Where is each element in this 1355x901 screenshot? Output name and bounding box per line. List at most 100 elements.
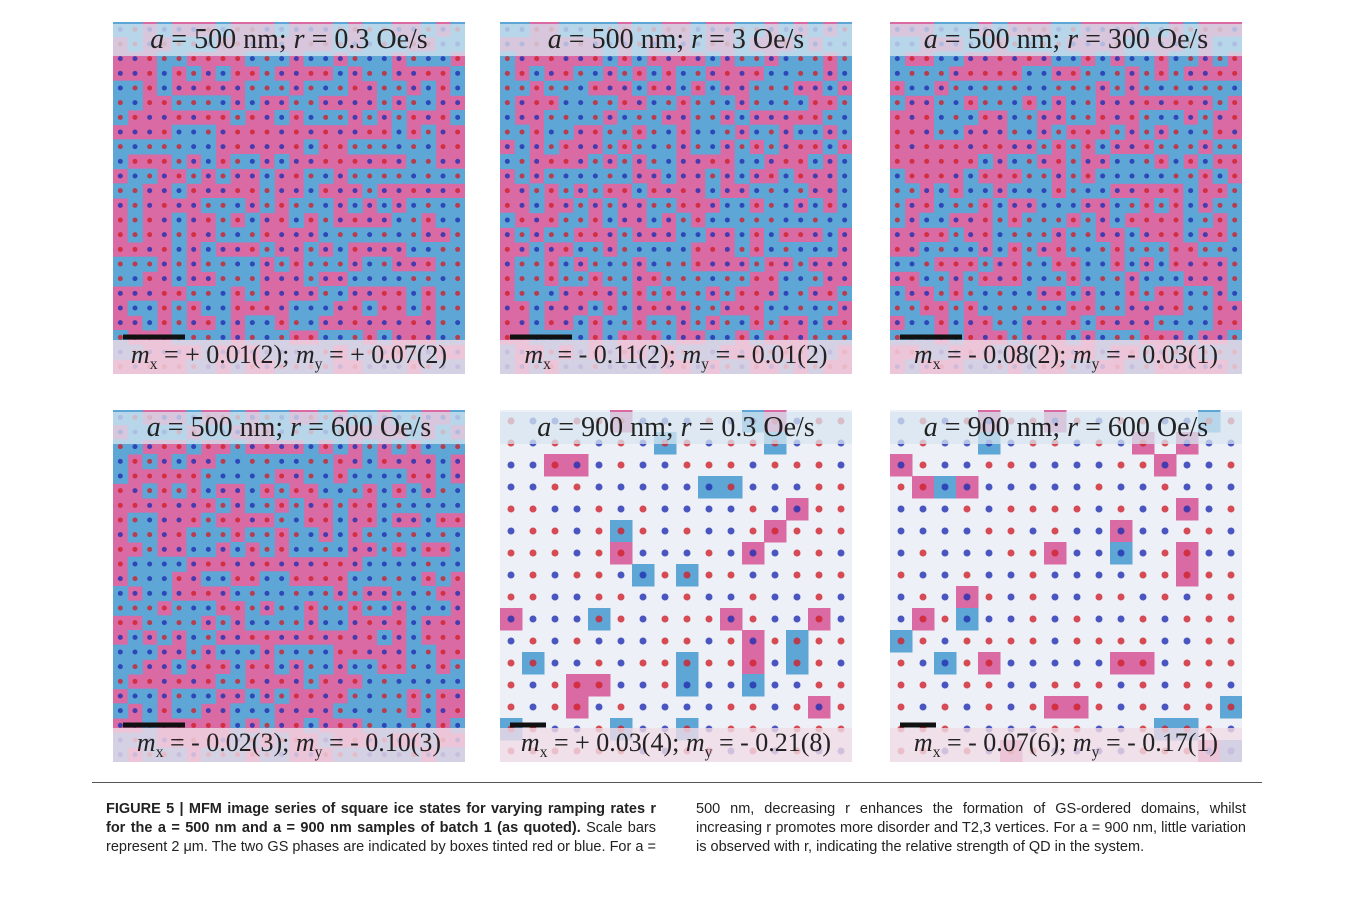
vertex-dot	[279, 474, 284, 479]
vertex-dot	[652, 71, 657, 76]
vertex-dot	[426, 130, 431, 135]
vertex-dot	[924, 262, 929, 267]
vertex-dot	[250, 320, 255, 325]
vertex-dot	[769, 100, 774, 105]
vertex-dot	[1203, 100, 1208, 105]
vertex-dot	[1206, 638, 1213, 645]
vertex-dot	[353, 159, 358, 164]
vertex-dot	[1206, 550, 1213, 557]
vertex-dot	[1140, 550, 1147, 557]
vertex-dot	[1188, 262, 1193, 267]
vertex-dot	[441, 503, 446, 508]
vertex-dot	[838, 594, 845, 601]
vertex-dot	[323, 591, 328, 596]
vertex-dot	[353, 100, 358, 105]
vertex-dot	[618, 528, 625, 535]
vertex-dot	[769, 159, 774, 164]
vertex-dot	[382, 115, 387, 120]
vertex-dot	[221, 576, 226, 581]
vertex-dot	[265, 188, 270, 193]
vertex-dot	[1086, 56, 1091, 61]
vertex-dot	[1232, 247, 1237, 252]
vertex-dot	[681, 56, 686, 61]
vertex-dot	[898, 660, 905, 667]
vertex-dot	[1071, 100, 1076, 105]
vertex-dot	[910, 218, 915, 223]
vertex-dot	[816, 506, 823, 513]
vertex-dot	[455, 708, 460, 713]
vertex-dot	[455, 562, 460, 567]
vertex-dot	[842, 232, 847, 237]
vertex-dot	[983, 130, 988, 135]
vertex-dot	[1071, 320, 1076, 325]
vertex-dot	[520, 232, 525, 237]
vertex-dot	[118, 71, 123, 76]
vertex-dot	[441, 532, 446, 537]
vertex-dot	[118, 459, 123, 464]
vertex-dot	[294, 679, 299, 684]
vertex-dot	[968, 203, 973, 208]
vertex-dot	[118, 276, 123, 281]
vertex-dot	[622, 291, 627, 296]
vertex-dot	[265, 203, 270, 208]
vertex-dot	[968, 188, 973, 193]
vertex-dot	[696, 115, 701, 120]
vertex-dot	[441, 635, 446, 640]
vertex-dot	[549, 247, 554, 252]
vertex-dot	[596, 528, 603, 535]
vertex-dot	[294, 664, 299, 669]
vertex-dot	[133, 174, 138, 179]
vertex-dot	[177, 247, 182, 252]
vertex-dot	[133, 56, 138, 61]
vertex-dot	[309, 620, 314, 625]
vertex-dot	[939, 159, 944, 164]
vertex-dot	[754, 100, 759, 105]
vertex-dot	[549, 320, 554, 325]
vertex-dot	[235, 276, 240, 281]
footer-part: m	[137, 728, 156, 757]
vertex-dot	[754, 247, 759, 252]
vertex-dot	[206, 591, 211, 596]
vertex-dot	[338, 547, 343, 552]
vertex-dot	[530, 484, 537, 491]
vertex-dot	[294, 100, 299, 105]
vertex-dot	[574, 638, 581, 645]
vertex-dot	[728, 484, 735, 491]
vertex-dot	[618, 660, 625, 667]
vertex-dot	[441, 86, 446, 91]
vertex-dot	[177, 203, 182, 208]
vertex-dot	[147, 620, 152, 625]
vertex-dot	[1008, 638, 1015, 645]
vertex-dot	[177, 488, 182, 493]
vertex-dot	[1042, 100, 1047, 105]
vertex-dot	[1174, 86, 1179, 91]
vertex-dot	[455, 276, 460, 281]
vertex-dot	[895, 276, 900, 281]
vertex-dot	[235, 488, 240, 493]
vertex-dot	[564, 56, 569, 61]
vertex-dot	[596, 506, 603, 513]
vertex-dot	[1184, 682, 1191, 689]
vertex-dot	[725, 71, 730, 76]
vertex-dot	[816, 572, 823, 579]
vertex-dot	[640, 638, 647, 645]
vertex-dot	[411, 306, 416, 311]
vertex-dot	[1008, 660, 1015, 667]
vertex-dot	[1232, 262, 1237, 267]
vertex-dot	[147, 232, 152, 237]
vertex-dot	[338, 576, 343, 581]
vertex-dot	[441, 174, 446, 179]
vertex-dot	[828, 218, 833, 223]
vertex-dot	[353, 459, 358, 464]
vertex-dot	[608, 247, 613, 252]
vertex-dot	[706, 484, 713, 491]
vertex-dot	[250, 188, 255, 193]
vertex-dot	[455, 606, 460, 611]
vertex-dot	[338, 247, 343, 252]
vertex-dot	[593, 71, 598, 76]
vertex-dot	[798, 203, 803, 208]
vertex-dot	[353, 664, 358, 669]
vertex-dot	[1228, 594, 1235, 601]
vertex-dot	[622, 86, 627, 91]
vertex-dot	[983, 159, 988, 164]
